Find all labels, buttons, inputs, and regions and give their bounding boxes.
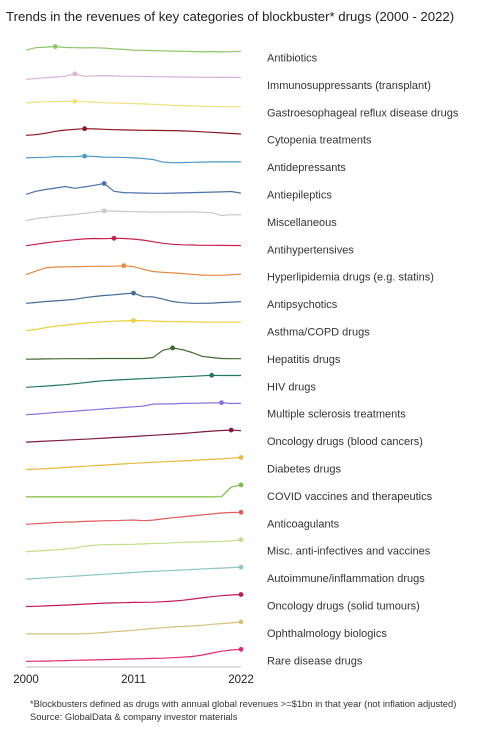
- series-antipsychotics-peak-marker: [131, 290, 136, 296]
- series-rare-disease-drugs-peak-marker: [238, 646, 244, 652]
- footnote: *Blockbusters defined as drugs with annu…: [30, 698, 456, 709]
- series-antihypertensives-label: Antihypertensives: [267, 244, 354, 256]
- series-rare-disease-drugs: Rare disease drugs: [25, 646, 363, 667]
- series-multiple-sclerosis-treatments-line: [25, 402, 242, 416]
- series-asthma-copd-drugs-label: Asthma/COPD drugs: [267, 327, 370, 339]
- series-covid-vaccines-and-therapeutics-line: [26, 484, 242, 498]
- series-antihypertensives-peak-marker: [111, 235, 117, 241]
- series-antibiotics-label: Antibiotics: [267, 53, 318, 65]
- x-tick-label-2022: 2022: [228, 674, 254, 686]
- series-hiv-drugs: HIV drugs: [25, 372, 316, 393]
- series-hiv-drugs-label: HIV drugs: [267, 381, 316, 393]
- x-axis-ticks: 2000 2011 2022: [13, 674, 254, 686]
- series-immunosuppressants-transplant: Immunosuppressants (transplant): [25, 71, 431, 92]
- series-miscellaneous: Miscellaneous: [25, 208, 337, 229]
- series-ophthalmology-biologics: Ophthalmology biologics: [26, 619, 387, 640]
- series-antiepileptics: Antiepileptics: [25, 181, 332, 202]
- series-gastroesophageal-reflux-disease-drugs-line: [25, 100, 241, 108]
- series-hyperlipidemia-drugs-e-g-statins-label: Hyperlipidemia drugs (e.g. statins): [267, 272, 434, 284]
- series-oncology-drugs-solid-tumours-label: Oncology drugs (solid tumours): [267, 601, 420, 613]
- series-ophthalmology-biologics-peak-marker: [238, 619, 244, 625]
- small-multiples: Antibiotics Immunosuppressants (transplan…: [25, 44, 459, 667]
- series-immunosuppressants-transplant-line: [25, 73, 242, 80]
- series-hyperlipidemia-drugs-e-g-statins: Hyperlipidemia drugs (e.g. statins): [25, 263, 434, 284]
- series-autoimmune-inflammation-drugs: Autoimmune/inflammation drugs: [25, 564, 425, 585]
- series-autoimmune-inflammation-drugs-label: Autoimmune/inflammation drugs: [267, 573, 425, 585]
- series-ophthalmology-biologics-label: Ophthalmology biologics: [267, 628, 387, 640]
- series-multiple-sclerosis-treatments-label: Multiple sclerosis treatments: [267, 409, 406, 421]
- series-oncology-drugs-solid-tumours-peak-marker: [238, 592, 244, 597]
- series-misc-anti-infectives-and-vaccines-peak-marker: [238, 537, 244, 543]
- series-multiple-sclerosis-treatments: Multiple sclerosis treatments: [25, 400, 406, 421]
- series-immunosuppressants-transplant-label: Immunosuppressants (transplant): [267, 80, 431, 92]
- series-antipsychotics: Antipsychotics: [25, 290, 338, 311]
- series-misc-anti-infectives-and-vaccines-label: Misc. anti-infectives and vaccines: [267, 546, 431, 558]
- series-diabetes-drugs: Diabetes drugs: [25, 455, 341, 476]
- series-anticoagulants-peak-marker: [238, 509, 244, 515]
- series-anticoagulants: Anticoagulants: [25, 509, 340, 530]
- series-antihypertensives: Antihypertensives: [25, 235, 354, 256]
- series-antipsychotics-label: Antipsychotics: [267, 299, 338, 311]
- chart-title: Trends in the revenues of key categories…: [6, 9, 454, 24]
- series-diabetes-drugs-label: Diabetes drugs: [267, 464, 341, 476]
- series-gastroesophageal-reflux-disease-drugs-label: Gastroesophageal reflux disease drugs: [267, 107, 459, 119]
- series-antiepileptics-line: [25, 182, 242, 195]
- series-hiv-drugs-line: [25, 374, 241, 388]
- source-note: Source: GlobalData & company investor ma…: [30, 711, 238, 722]
- x-tick-label-2011: 2011: [121, 674, 146, 686]
- series-miscellaneous-line: [25, 210, 242, 222]
- series-hyperlipidemia-drugs-e-g-statins-peak-marker: [121, 263, 127, 269]
- series-hyperlipidemia-drugs-e-g-statins-line: [25, 265, 242, 276]
- series-multiple-sclerosis-treatments-peak-marker: [219, 400, 224, 406]
- series-antidepressants-line: [25, 155, 241, 164]
- series-autoimmune-inflammation-drugs-peak-marker: [238, 564, 244, 570]
- series-hepatitis-drugs-line: [25, 347, 241, 360]
- series-antihypertensives-line: [25, 237, 241, 247]
- series-antidepressants-peak-marker: [82, 153, 87, 159]
- series-asthma-copd-drugs: Asthma/COPD drugs: [25, 318, 370, 339]
- series-covid-vaccines-and-therapeutics-peak-marker: [238, 482, 244, 488]
- series-asthma-copd-drugs-peak-marker: [131, 318, 136, 323]
- series-anticoagulants-label: Anticoagulants: [267, 518, 340, 530]
- series-antidepressants: Antidepressants: [25, 153, 346, 174]
- series-oncology-drugs-solid-tumours-line: [25, 593, 242, 608]
- series-oncology-drugs-blood-cancers-peak-marker: [228, 427, 234, 433]
- series-hepatitis-drugs-label: Hepatitis drugs: [267, 354, 341, 366]
- series-antibiotics-peak-marker: [52, 44, 58, 49]
- series-gastroesophageal-reflux-disease-drugs-peak-marker: [72, 98, 78, 104]
- series-antiepileptics-peak-marker: [101, 181, 107, 186]
- series-misc-anti-infectives-and-vaccines-line: [25, 539, 242, 553]
- series-miscellaneous-label: Miscellaneous: [267, 217, 337, 229]
- series-immunosuppressants-transplant-peak-marker: [72, 71, 78, 77]
- series-rare-disease-drugs-line: [25, 648, 242, 662]
- series-antidepressants-label: Antidepressants: [267, 162, 346, 174]
- x-tick-label-2000: 2000: [13, 674, 39, 686]
- series-miscellaneous-peak-marker: [101, 208, 107, 214]
- series-hepatitis-drugs-peak-marker: [170, 345, 176, 351]
- series-cytopenia-treatments: Cytopenia treatments: [25, 126, 372, 147]
- series-gastroesophageal-reflux-disease-drugs: Gastroesophageal reflux disease drugs: [25, 98, 459, 119]
- series-antiepileptics-label: Antiepileptics: [267, 190, 332, 202]
- series-misc-anti-infectives-and-vaccines: Misc. anti-infectives and vaccines: [25, 537, 431, 558]
- series-antibiotics: Antibiotics: [25, 44, 318, 65]
- series-diabetes-drugs-peak-marker: [238, 455, 244, 460]
- series-autoimmune-inflammation-drugs-line: [25, 566, 242, 580]
- series-ophthalmology-biologics-line: [26, 621, 242, 635]
- series-covid-vaccines-and-therapeutics: COVID vaccines and therapeutics: [26, 482, 433, 503]
- series-rare-disease-drugs-label: Rare disease drugs: [267, 655, 363, 667]
- series-oncology-drugs-blood-cancers-label: Oncology drugs (blood cancers): [267, 436, 423, 448]
- series-oncology-drugs-blood-cancers: Oncology drugs (blood cancers): [25, 427, 423, 448]
- series-antibiotics-line: [25, 45, 242, 53]
- series-hepatitis-drugs: Hepatitis drugs: [25, 345, 341, 366]
- series-hiv-drugs-peak-marker: [209, 372, 215, 378]
- series-oncology-drugs-blood-cancers-line: [25, 429, 242, 443]
- series-cytopenia-treatments-peak-marker: [82, 126, 87, 132]
- series-cytopenia-treatments-label: Cytopenia treatments: [267, 135, 372, 147]
- series-diabetes-drugs-line: [25, 456, 242, 471]
- series-covid-vaccines-and-therapeutics-label: COVID vaccines and therapeutics: [267, 491, 433, 503]
- series-cytopenia-treatments-line: [25, 128, 242, 136]
- series-oncology-drugs-solid-tumours: Oncology drugs (solid tumours): [25, 592, 420, 613]
- series-anticoagulants-line: [25, 511, 242, 525]
